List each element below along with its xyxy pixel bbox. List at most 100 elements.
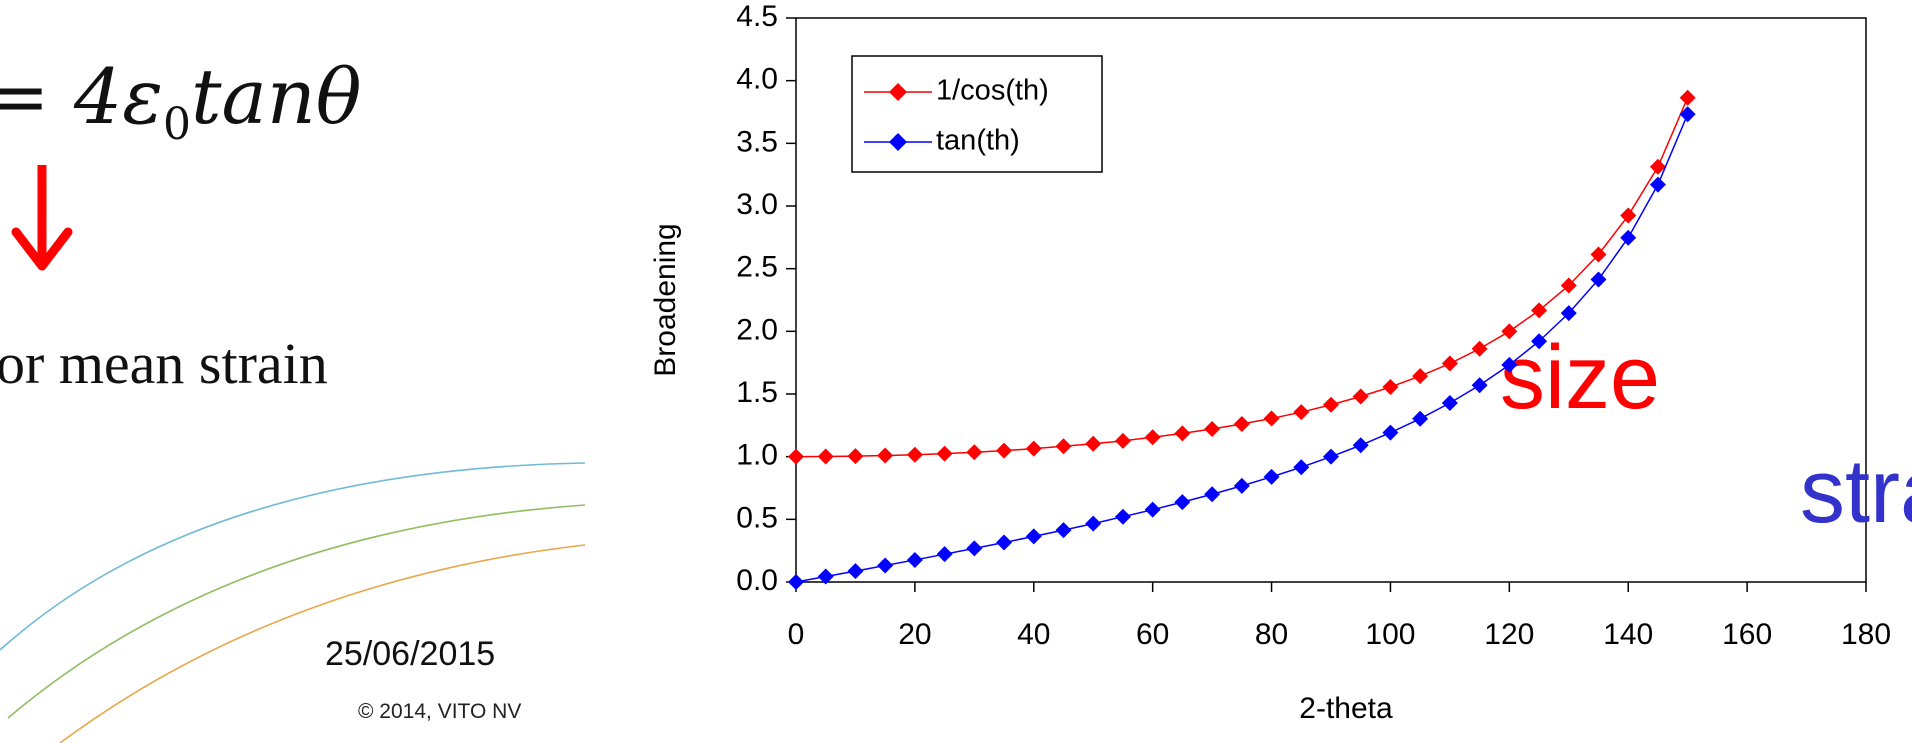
series-1-point	[966, 540, 983, 557]
formula-prefix: = 4	[0, 52, 123, 141]
down-arrow-icon	[11, 165, 73, 271]
series-0-point	[788, 448, 804, 465]
series-1-point	[1679, 106, 1696, 123]
decorative-curves	[0, 462, 586, 743]
series-0-point	[1263, 410, 1280, 427]
y-axis-title-group: Broadening	[649, 223, 682, 376]
series-1-point	[1352, 437, 1369, 454]
series-1-point	[1233, 477, 1250, 494]
series-0-point	[936, 445, 953, 462]
y-tick-label: 1.5	[736, 376, 778, 409]
y-tick-label: 2.0	[736, 313, 778, 346]
series-0-point	[817, 448, 834, 465]
y-tick-label: 0.0	[736, 564, 778, 597]
y-tick-label: 1.0	[736, 439, 778, 472]
series-0-point	[1471, 340, 1488, 357]
series-0-point	[1679, 89, 1696, 106]
y-tick-label: 3.0	[736, 188, 778, 221]
series-1-point	[1323, 448, 1339, 465]
series-1-point	[1144, 501, 1161, 518]
decorative-curve-blue	[0, 462, 586, 651]
series-1-point	[906, 551, 923, 568]
copyright-notice: © 2014, VITO NV	[358, 700, 522, 723]
series-0-point	[877, 447, 894, 464]
series-0-point	[1323, 396, 1339, 413]
series-1-point	[1055, 522, 1072, 539]
formula-subscript: 0	[163, 99, 191, 151]
series-0-point	[1649, 158, 1666, 175]
x-tick-label: 80	[1255, 618, 1288, 651]
y-tick-label: 4.5	[736, 0, 778, 33]
decorative-curve-orange	[59, 544, 586, 743]
series-0-point	[1352, 388, 1369, 405]
slide-left-panel: = 4ε0tanθ or mean strain 25/06/2015 © 20…	[0, 0, 620, 743]
series-1-point	[1560, 305, 1577, 322]
series-0-point	[1620, 207, 1637, 224]
series-1-point	[996, 534, 1013, 551]
series-0-point	[906, 446, 923, 463]
y-tick-label: 4.0	[736, 63, 778, 96]
series-0-point	[1441, 355, 1458, 372]
x-tick-label: 20	[898, 618, 931, 651]
legend-box	[851, 55, 1103, 173]
x-tick-label: 40	[1017, 618, 1050, 651]
legend-swatch-marker	[889, 133, 907, 151]
series-0-point	[1055, 438, 1072, 455]
series-0-point	[1144, 429, 1161, 446]
series-0-point	[1174, 425, 1191, 442]
series-1-point	[788, 574, 804, 590]
y-tick-label: 2.5	[736, 251, 778, 284]
series-1-point	[877, 557, 894, 574]
series-1-point	[1471, 377, 1488, 394]
legend-swatch-marker	[889, 83, 907, 101]
formula-epsilon: ε	[122, 52, 163, 141]
series-0-point	[847, 448, 864, 465]
series-1-point	[1174, 494, 1191, 511]
annotation-strain: strain	[1800, 442, 1912, 542]
series-0-point	[1025, 440, 1042, 457]
series-1-point	[1412, 410, 1429, 427]
series-0-point	[1085, 435, 1102, 452]
series-1-point	[1204, 486, 1221, 503]
slide-date: 25/06/2015	[325, 635, 496, 673]
series-1-point	[1025, 528, 1042, 545]
series-1-point	[936, 546, 953, 563]
series-0-point	[1531, 302, 1548, 319]
annotation-size: size	[1500, 328, 1660, 428]
series-0-point	[1501, 323, 1518, 340]
series-1-point	[1293, 459, 1310, 476]
series-0-point	[1204, 420, 1221, 437]
y-tick-label: 0.5	[736, 501, 778, 534]
series-1-point	[1085, 515, 1102, 532]
strain-formula: = 4ε0tanθ	[0, 52, 362, 150]
series-1-point	[1531, 333, 1548, 350]
series-1-point	[1263, 468, 1280, 485]
plot-area: 0.0 0.5 1.0 1.5 2.0 2.5 3.0 3.5 4.0 4.5 0 20 40 60 80 1…	[736, 0, 1912, 651]
formula-suffix: tanθ	[191, 52, 362, 141]
series-0-point	[1114, 432, 1131, 449]
x-tick-label: 0	[788, 618, 805, 651]
broadening-chart: Broadening 2-theta 0.0 0.5 1.0 1.5 2.0 2.5 3.0…	[649, 0, 1912, 725]
x-tick-label: 60	[1136, 618, 1169, 651]
legend-label: 1/cos(th)	[936, 75, 1049, 107]
series-0-point	[1293, 404, 1310, 421]
series-0-point	[1412, 368, 1429, 385]
legend-label: tan(th)	[936, 125, 1020, 157]
series-0-point	[1590, 246, 1607, 263]
x-tick-label: 180	[1841, 618, 1891, 651]
series-0-point	[996, 442, 1013, 459]
series-1-point	[1620, 229, 1637, 246]
series-1-point	[1441, 395, 1458, 412]
x-tick-label: 140	[1603, 618, 1653, 651]
series-0-point	[1560, 277, 1577, 294]
mean-strain-caption: or mean strain	[0, 331, 328, 396]
x-tick-label: 160	[1722, 618, 1772, 651]
series-1-point	[817, 568, 834, 585]
series-1-point	[1649, 176, 1666, 193]
x-tick-label: 100	[1365, 618, 1415, 651]
x-axis-title: 2-theta	[1299, 692, 1393, 725]
decorative-curve-green	[7, 504, 586, 719]
series-0-point	[1233, 415, 1250, 432]
series-1-point	[1382, 424, 1399, 441]
y-tick-label: 3.5	[736, 125, 778, 158]
